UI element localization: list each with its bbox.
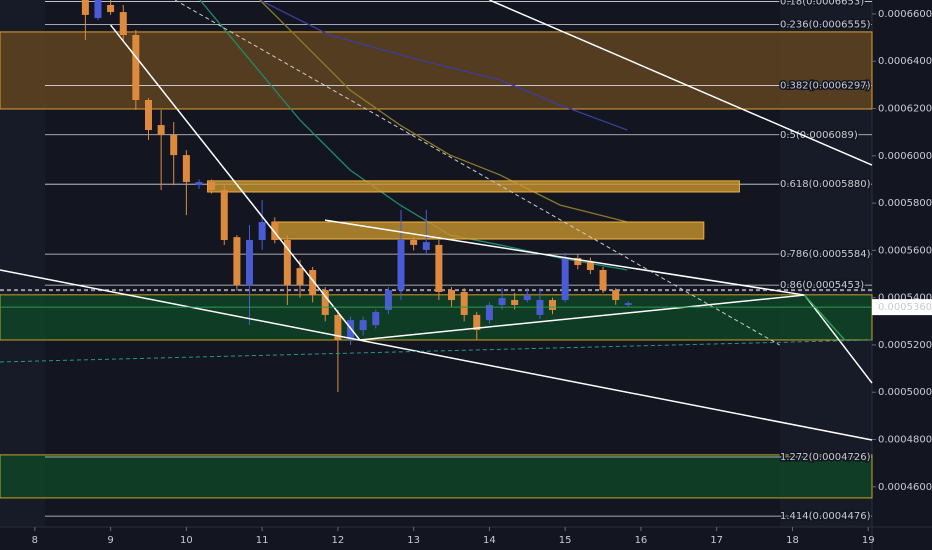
candle-body [94, 0, 102, 18]
candle-body [372, 312, 380, 326]
candle-body [334, 314, 342, 340]
candle-body [81, 0, 89, 15]
candle-body [119, 12, 127, 35]
fib-label: 0.786(0.0005584) [780, 249, 871, 260]
fib-label: 1.272(0.0004726) [780, 452, 871, 463]
fib-label: 1.414(0.0004476) [780, 511, 871, 522]
candle-body [271, 222, 279, 240]
candle-body [182, 155, 190, 183]
x-tick-label: 14 [483, 535, 496, 546]
y-tick-label: 0.0006600 [878, 9, 932, 20]
candle-body [170, 135, 178, 156]
candle-body [574, 257, 582, 266]
fib-label: 0.618(0.0005880) [780, 179, 871, 190]
candle-body [422, 242, 430, 250]
fib-label: 0.382(0.0006297) [780, 81, 871, 92]
candle-body [233, 237, 241, 286]
y-tick-label: 0.0006400 [878, 56, 932, 67]
price-axis [872, 0, 932, 550]
trend-line [489, 0, 873, 166]
resistance-box [207, 180, 740, 193]
candle-body [321, 290, 329, 315]
candle-body [448, 290, 456, 301]
zone [0, 454, 873, 499]
fib-label: 0.236(0.0006555) [780, 20, 871, 31]
candle-body [309, 270, 317, 296]
x-tick-label: 15 [559, 535, 572, 546]
candle-body [258, 222, 266, 240]
y-tick-label: 0.0004600 [878, 482, 932, 493]
candle-body [220, 190, 228, 240]
trend-line [803, 294, 873, 384]
x-tick-label: 12 [332, 535, 345, 546]
candle-body [549, 300, 557, 310]
y-tick-label: 0.0005400 [878, 293, 932, 304]
x-tick-label: 13 [407, 535, 420, 546]
x-tick-label: 16 [635, 535, 648, 546]
y-tick-label: 0.0005800 [878, 198, 932, 209]
candle-body [473, 314, 481, 331]
trend-line [359, 294, 805, 341]
trend-line [0, 339, 873, 363]
last-price-label: 0.0005360 [878, 302, 932, 313]
candle-body [384, 290, 392, 310]
candle-body [144, 100, 152, 131]
moving-average [259, 0, 628, 223]
last-price-tag [872, 299, 932, 316]
resistance-box [271, 221, 705, 240]
candle-body [523, 295, 531, 301]
x-tick-label: 10 [180, 535, 193, 546]
candle-body [359, 320, 367, 331]
candle-body [107, 4, 115, 13]
candle-body [410, 239, 418, 245]
trend-line [804, 294, 846, 341]
candle-body [195, 182, 203, 186]
candle-body [612, 290, 620, 301]
candle-body [245, 239, 253, 286]
candle-body [561, 257, 569, 301]
candle-body [157, 125, 165, 136]
candle-body [347, 320, 355, 340]
candle-body [586, 261, 594, 271]
x-tick-label: 8 [32, 535, 38, 546]
trend-line [0, 269, 873, 441]
fib-label: 0.18(0.0006653) [780, 0, 864, 7]
x-tick-label: 9 [107, 535, 113, 546]
x-tick-label: 19 [862, 535, 875, 546]
candle-body [599, 270, 607, 291]
x-tick-label: 17 [710, 535, 723, 546]
y-tick-label: 0.0005000 [878, 387, 932, 398]
x-tick-label: 18 [786, 535, 799, 546]
moving-average [259, 0, 628, 131]
zone [0, 31, 873, 110]
candle-body [511, 300, 519, 305]
y-tick-label: 0.0005200 [878, 340, 932, 351]
x-tick-label: 11 [256, 535, 269, 546]
candle-body [624, 303, 632, 305]
candle-body [460, 291, 468, 315]
fib-label: 0.5(0.0006089) [780, 130, 858, 141]
y-tick-label: 0.0006000 [878, 151, 932, 162]
candle-body [498, 298, 506, 305]
candle-body [435, 244, 443, 292]
y-tick-label: 0.0004800 [878, 435, 932, 446]
candle-body [283, 239, 291, 286]
y-tick-label: 0.0006200 [878, 104, 932, 115]
candle-body [485, 304, 493, 321]
trend-line [110, 24, 361, 341]
trend-line [324, 219, 805, 296]
y-tick-label: 0.0005600 [878, 245, 932, 256]
candle-body [132, 34, 140, 101]
candle-body [208, 182, 216, 191]
candle-body [397, 239, 405, 291]
candle-body [296, 268, 304, 286]
